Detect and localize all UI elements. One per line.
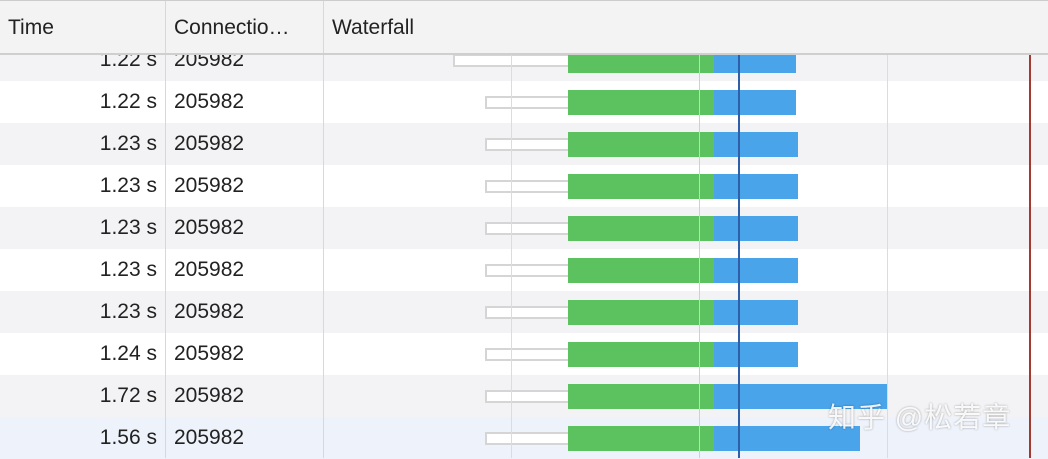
waterfall-waiting-bar	[568, 258, 714, 283]
waterfall-queue-bar	[485, 264, 568, 277]
connection-cell: 205982	[174, 174, 245, 197]
time-cell: 1.56 s	[99, 426, 157, 449]
waterfall-waiting-bar	[568, 342, 714, 367]
waterfall-waiting-bar	[568, 174, 714, 199]
connection-cell: 205982	[174, 426, 245, 449]
waterfall-download-bar	[714, 384, 888, 409]
connection-cell: 205982	[174, 132, 245, 155]
waterfall-download-bar	[714, 216, 798, 241]
grid-line	[887, 55, 888, 458]
table-row[interactable]: 1.72 s 205982	[0, 375, 1048, 417]
waterfall-queue-bar	[485, 180, 568, 193]
waterfall-waiting-bar	[568, 132, 714, 157]
grid-line	[511, 55, 512, 458]
column-divider	[323, 0, 324, 458]
connection-cell: 205982	[174, 384, 245, 407]
watermark: 知乎 @松若章	[828, 402, 1012, 433]
waterfall-waiting-bar	[568, 384, 714, 409]
column-header-connection[interactable]: Connectio…	[174, 16, 290, 39]
waterfall-queue-bar	[485, 306, 568, 319]
table-row[interactable]: 1.23 s 205982	[0, 123, 1048, 165]
table-row[interactable]: 1.23 s 205982	[0, 249, 1048, 291]
table-row[interactable]: 1.23 s 205982	[0, 165, 1048, 207]
waterfall-waiting-bar	[568, 300, 714, 325]
time-cell: 1.23 s	[99, 300, 157, 323]
waterfall-queue-bar	[485, 138, 568, 151]
connection-cell: 205982	[174, 258, 245, 281]
table-row[interactable]: 1.22 s 205982	[0, 81, 1048, 123]
column-divider	[165, 0, 166, 458]
waterfall-download-bar	[714, 132, 798, 157]
connection-cell: 205982	[174, 216, 245, 239]
waterfall-waiting-bar	[568, 90, 714, 115]
dom-content-loaded-line	[738, 55, 740, 458]
waterfall-download-bar	[714, 258, 798, 283]
table-row[interactable]: 1.23 s 205982	[0, 207, 1048, 249]
time-cell: 1.23 s	[99, 174, 157, 197]
waterfall-download-bar	[714, 90, 796, 115]
connection-cell: 205982	[174, 90, 245, 113]
time-cell: 1.72 s	[99, 384, 157, 407]
waterfall-queue-bar	[453, 54, 568, 67]
column-header-time[interactable]: Time	[8, 16, 54, 39]
table-header: Time Connectio… Waterfall	[0, 0, 1048, 55]
waterfall-queue-bar	[485, 390, 568, 403]
waterfall-waiting-bar	[568, 426, 714, 451]
table-row[interactable]: 1.24 s 205982	[0, 333, 1048, 375]
connection-cell: 205982	[174, 300, 245, 323]
waterfall-queue-bar	[485, 348, 568, 361]
time-cell: 1.23 s	[99, 216, 157, 239]
waterfall-queue-bar	[485, 432, 568, 445]
time-cell: 1.22 s	[99, 90, 157, 113]
time-cell: 1.24 s	[99, 342, 157, 365]
time-cell: 1.23 s	[99, 132, 157, 155]
waterfall-download-bar	[714, 174, 798, 199]
waterfall-waiting-bar	[568, 216, 714, 241]
load-event-line	[1029, 55, 1031, 458]
column-header-waterfall[interactable]: Waterfall	[332, 16, 415, 39]
waterfall-queue-bar	[485, 222, 568, 235]
waterfall-download-bar	[714, 300, 798, 325]
grid-line	[699, 55, 700, 458]
connection-cell: 205982	[174, 342, 245, 365]
time-cell: 1.23 s	[99, 258, 157, 281]
waterfall-download-bar	[714, 342, 798, 367]
waterfall-queue-bar	[485, 96, 568, 109]
table-row[interactable]: 1.23 s 205982	[0, 291, 1048, 333]
